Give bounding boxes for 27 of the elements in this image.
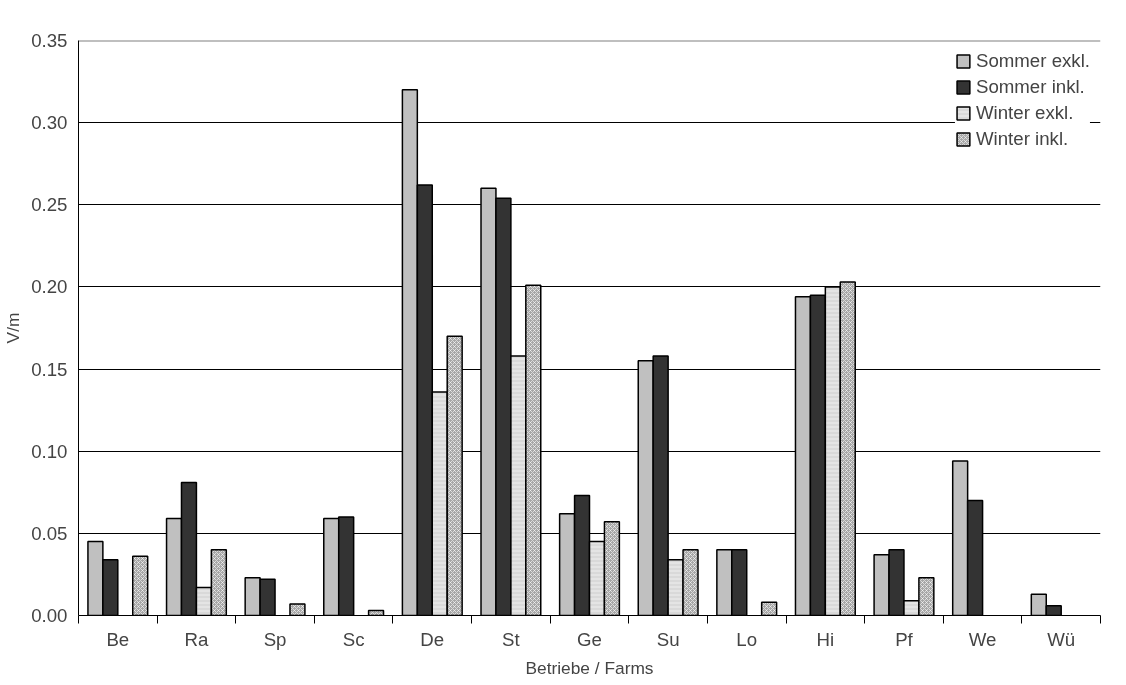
- x-tick-label: De: [420, 628, 445, 650]
- x-tick-label: Lo: [736, 628, 758, 650]
- x-tick-label: Wü: [1047, 628, 1076, 650]
- x-tick-label: We: [968, 628, 997, 650]
- x-tick-label: Be: [106, 628, 130, 650]
- x-tick-label: Sc: [342, 628, 365, 650]
- legend-label: Sommer inkl.: [975, 76, 1085, 98]
- y-tick-label: 0.10: [31, 440, 68, 462]
- y-tick-label: 0.00: [31, 605, 68, 626]
- legend-label: Winter exkl.: [975, 102, 1074, 124]
- legend-label: Winter inkl.: [975, 128, 1069, 150]
- x-tick-label: Ra: [184, 628, 209, 650]
- legend-label: Sommer exkl.: [975, 50, 1090, 72]
- y-axis-title: V/m: [3, 312, 24, 344]
- x-tick-label: Su: [656, 628, 680, 650]
- y-tick-label: 0.20: [31, 276, 68, 298]
- x-tick-label: Ge: [577, 628, 602, 650]
- x-tick-label: St: [502, 628, 521, 650]
- y-tick-label: 0.25: [31, 194, 68, 216]
- y-tick-label: 0.30: [31, 112, 68, 134]
- x-tick-label: Sp: [263, 628, 287, 650]
- y-tick-label: 0.35: [31, 30, 68, 51]
- y-tick-label: 0.15: [31, 358, 68, 380]
- x-tick-label: Pf: [895, 628, 914, 650]
- x-tick-label: Hi: [816, 628, 835, 650]
- y-tick-label: 0.05: [31, 522, 68, 544]
- x-axis-title: Betriebe / Farms: [525, 657, 654, 678]
